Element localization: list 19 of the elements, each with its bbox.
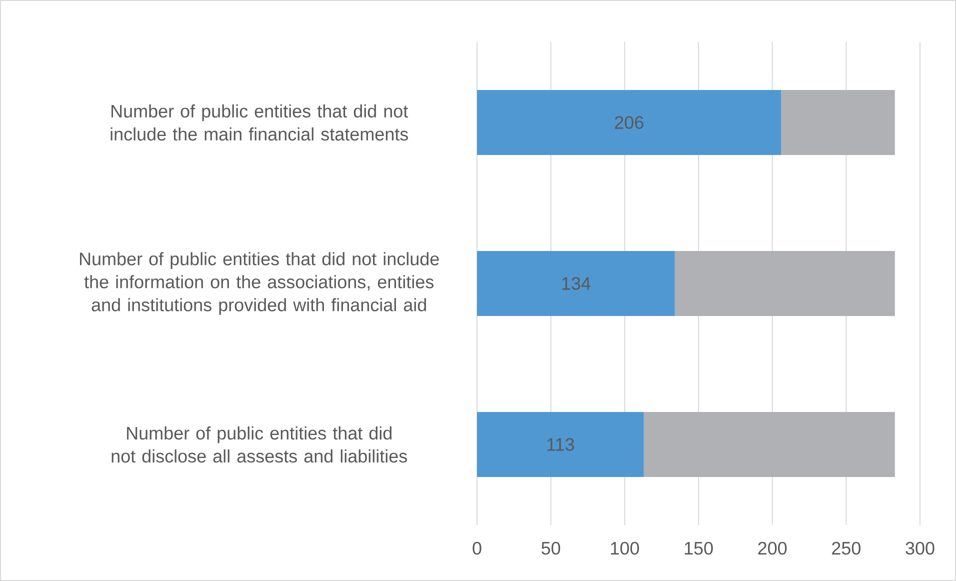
x-tick-label: 50 — [542, 542, 560, 555]
x-tick-label: 150 — [684, 542, 713, 555]
y-tick-label: Number of public entities that did not include the information on the associations, entities and institutions provided with financial aid — [80, 252, 439, 315]
bar — [477, 412, 644, 478]
bar — [674, 251, 895, 316]
x-tick-label: 300 — [906, 542, 934, 555]
y-tick-label: Number of public entities that did not include the main financial statements — [110, 104, 408, 141]
bar — [477, 90, 782, 156]
bar — [644, 412, 895, 478]
bar — [477, 251, 675, 316]
x-tick-label: 0 — [472, 542, 482, 555]
data-label: 113 — [547, 438, 574, 451]
data-label: 206 — [614, 116, 644, 129]
x-tick-label: 200 — [758, 542, 787, 555]
y-tick-label: Number of public entities that did not disclose all assests and liabilities — [112, 426, 407, 463]
bar — [781, 90, 895, 156]
x-tick-label: 100 — [611, 542, 639, 555]
x-tick-label: 250 — [832, 542, 860, 555]
data-label: 134 — [562, 277, 590, 290]
